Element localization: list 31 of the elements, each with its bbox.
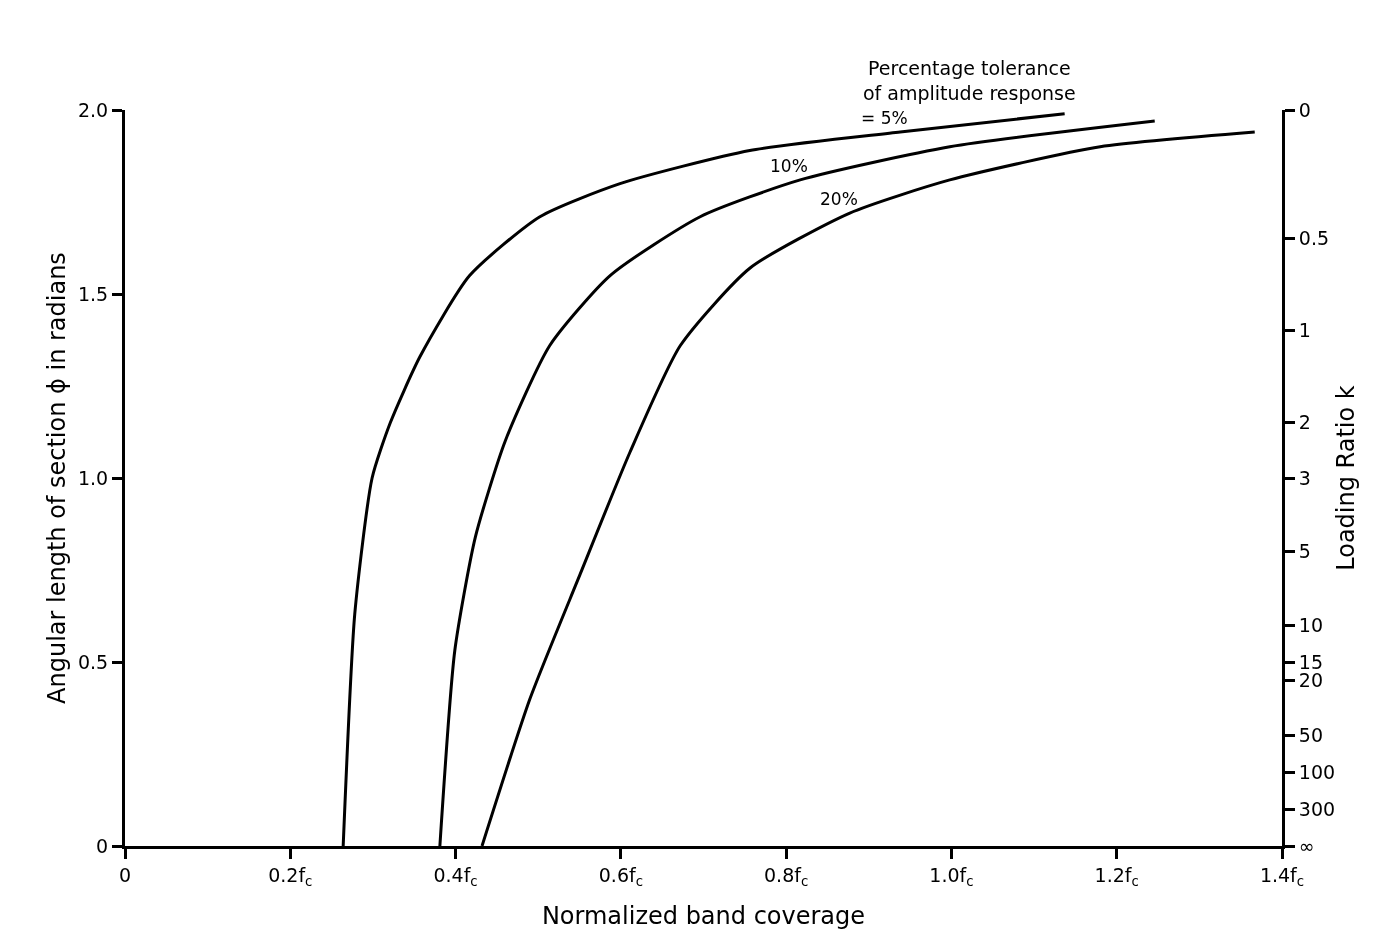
y-tick-label: 2.0 [77,98,109,121]
category-label: 0 [1298,98,1311,121]
category-label: 0.5 [1298,227,1330,250]
x-tick-label: 1.2f$_{c}$ [1094,863,1139,889]
x-tick-label: 0.8f$_{c}$ [764,863,809,889]
series-label: 20% [820,189,858,209]
x-tick-label: 0.6f$_{c}$ [598,863,643,889]
series-label: = 5% [861,108,908,128]
y-tick-label: 0 [96,834,109,857]
category-label: 100 [1298,761,1336,784]
series-label: 10% [770,156,808,176]
category-label: 5 [1298,540,1311,563]
x-tick-label: 0.4f$_{c}$ [433,863,478,889]
category-label: 3 [1298,466,1311,489]
category-label: 10 [1298,613,1323,636]
y-tick-label: 0.5 [77,650,109,673]
y-tick-label: 1.5 [77,282,109,305]
category-label: 2 [1298,411,1311,434]
x-tick-label: 1.4f$_{c}$ [1259,863,1305,889]
x-tick-label: 0.2f$_{c}$ [268,863,313,889]
category-label: 50 [1298,724,1323,747]
category-label: ∞ [1298,834,1315,857]
x-axis-title: Normalized band coverage [541,902,866,931]
y2-axis-title: Loading Ratio k [1332,385,1360,571]
text: Percentage tolerance of amplitude response [863,57,1076,104]
category-label: 1 [1298,319,1311,342]
category-label: 300 [1298,797,1336,820]
y-axis-title: Angular length of section ϕ in radians [43,252,71,704]
x-tick-label: 1.0f$_{c}$ [929,863,974,889]
x-tick-label: 0 [118,863,132,886]
y-tick-label: 1.0 [77,466,109,489]
